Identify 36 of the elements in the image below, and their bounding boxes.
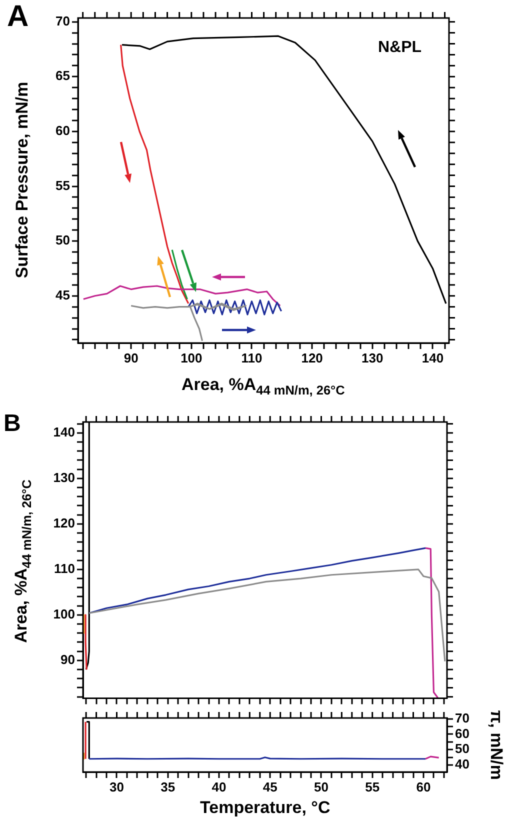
y2-tick-label: 50 [455,741,470,756]
y2-tick-label: 40 [455,756,470,772]
y-tick-label: 45 [56,287,70,302]
x-tick-label: 30 [110,779,124,794]
y-tick-label: 100 [53,606,75,622]
x-tick-label: 45 [262,779,278,794]
x-tick-label: 50 [314,779,328,794]
y-tick-label: 90 [60,652,75,668]
x-tick-label: 90 [124,350,138,366]
x-tick-label: 130 [362,350,384,366]
x-tick-label: 100 [180,350,202,366]
x-axis-title: Temperature, °C [200,798,330,818]
y-tick-label: 110 [54,561,75,576]
x-tick-label: 110 [241,350,262,366]
y-axis-title: Surface Pressure, mN/m [12,82,32,278]
x-tick-label: 120 [301,350,323,366]
text: B [4,410,21,438]
y-tick-label: 50 [56,232,70,248]
y-tick-label: 60 [56,123,70,138]
x-tick-label: 55 [365,779,380,794]
y2-tick-label: 60 [455,726,470,741]
y-tick-label: 140 [53,424,75,440]
y-tick-label: 70 [56,13,70,28]
annotation: N&PL [378,39,422,57]
y-tick-label: 55 [56,178,70,193]
y-tick-label: 130 [53,470,75,485]
x-axis-title: Area, %A$_{44 mN/m, 26°C}$ [182,375,345,398]
text: A [7,0,29,34]
y-tick-label: 65 [56,68,70,84]
x-tick-label: 40 [212,779,226,794]
x-tick-label: 140 [422,350,444,366]
y2-axis-title: π, mN/m [486,710,506,780]
x-tick-label: 35 [160,779,176,794]
y-tick-label: 120 [53,516,75,531]
x-tick-label: 60 [416,779,431,794]
y2-tick-label: 70 [455,710,470,726]
